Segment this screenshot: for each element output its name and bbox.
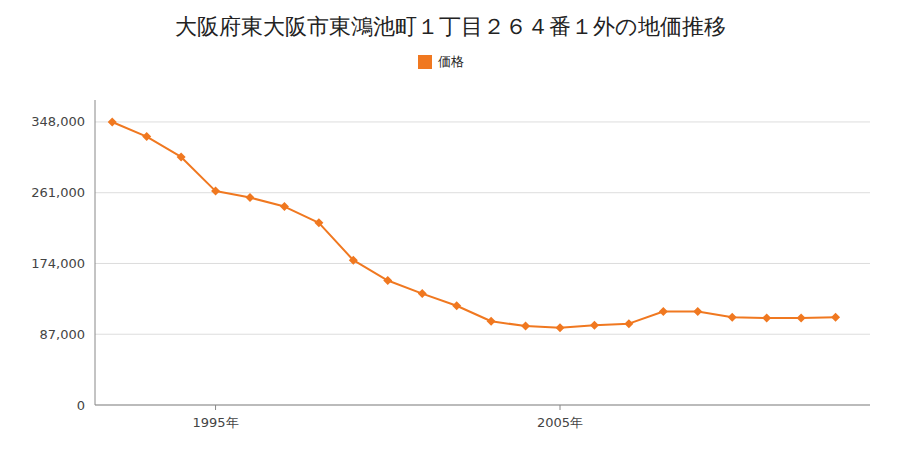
x-axis-line: [95, 405, 870, 406]
y-tick-label: 348,000: [31, 114, 85, 129]
x-tick: [215, 405, 216, 410]
marker: [728, 313, 737, 322]
grid-line: [95, 263, 870, 264]
grid-line: [95, 405, 870, 406]
x-tick: [560, 405, 561, 410]
marker: [452, 301, 461, 310]
marker: [521, 322, 530, 331]
marker: [383, 276, 392, 285]
grid: [95, 122, 870, 405]
marker: [314, 218, 323, 227]
marker: [590, 321, 599, 330]
title: 大阪府東大阪市東鴻池町１丁目２６４番１外の地価推移: [175, 14, 726, 39]
x-tick-label: 2005年: [537, 415, 583, 430]
marker: [556, 323, 565, 332]
plot-area: [108, 117, 840, 332]
legend-label: 価格: [438, 54, 464, 69]
marker: [762, 313, 771, 322]
marker: [211, 187, 220, 196]
y-tick-label: 87,000: [40, 327, 86, 342]
chart: 大阪府東大阪市東鴻池町１丁目２６４番１外の地価推移 0 87,000 174,000 2…: [0, 0, 900, 450]
series-line: [112, 122, 835, 328]
marker: [349, 256, 358, 265]
marker: [693, 307, 702, 316]
grid-line: [95, 334, 870, 335]
marker: [659, 307, 668, 316]
y-tick-label: 174,000: [31, 256, 85, 271]
marker: [142, 132, 151, 141]
y-tick-label: 0: [77, 398, 85, 413]
marker: [177, 152, 186, 161]
grid-line: [95, 192, 870, 193]
marker: [418, 289, 427, 298]
marker: [831, 313, 840, 322]
marker: [280, 202, 289, 211]
marker: [624, 319, 633, 328]
marker: [487, 317, 496, 326]
x-tick-label: 1995年: [193, 415, 239, 430]
marker: [246, 193, 255, 202]
y-axis-line: [95, 100, 96, 405]
grid-line: [95, 121, 870, 122]
marker: [797, 313, 806, 322]
legend: 価格: [418, 54, 464, 69]
y-tick-label: 261,000: [31, 185, 85, 200]
marker: [108, 117, 117, 126]
legend-swatch: [418, 55, 432, 69]
